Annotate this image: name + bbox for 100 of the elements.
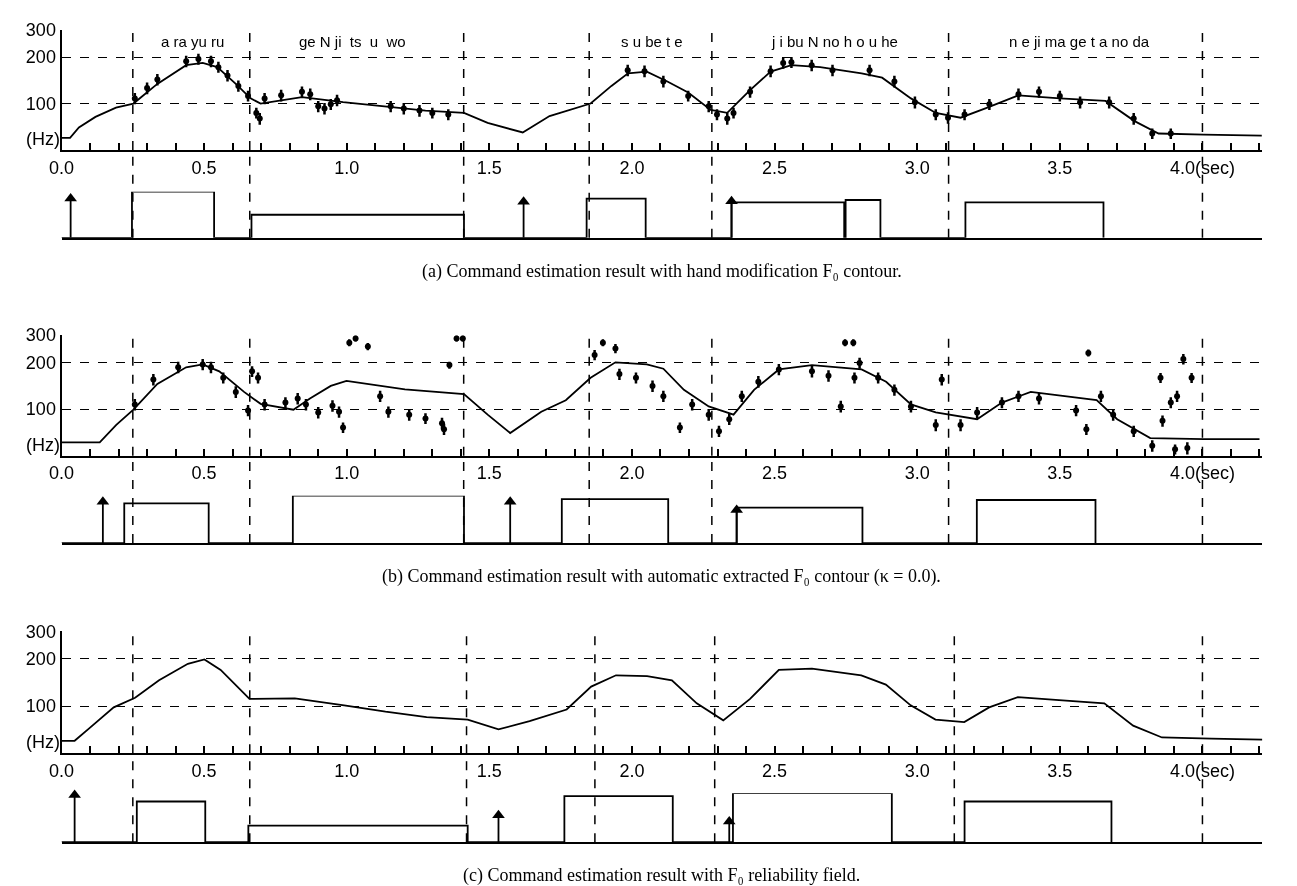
annotation: n e ji ma ge t a no da xyxy=(1009,33,1150,50)
point xyxy=(307,91,314,98)
point xyxy=(1056,92,1063,99)
y-axis-title: (Hz) xyxy=(26,732,60,752)
x-tick-label: 1.5 xyxy=(476,463,502,484)
point xyxy=(445,111,452,118)
x-tick-label: 0.5 xyxy=(191,463,217,484)
y-tick-label: 300 xyxy=(25,325,56,346)
point xyxy=(961,111,968,118)
point xyxy=(315,103,322,110)
point xyxy=(245,92,252,99)
x-tick-label: 4.0(sec) xyxy=(1169,157,1235,178)
x-tick-label: 3.0 xyxy=(904,760,930,781)
point xyxy=(261,95,268,102)
point xyxy=(131,95,138,102)
point xyxy=(278,92,285,99)
point xyxy=(1149,130,1156,137)
point xyxy=(235,82,242,89)
x-tick-label: 0.0 xyxy=(48,157,75,178)
point xyxy=(183,58,190,65)
point xyxy=(1036,88,1043,95)
x-tick-label: 3.5 xyxy=(1047,760,1073,781)
point xyxy=(144,85,151,92)
x-tick-label: 4.0(sec) xyxy=(1169,463,1235,484)
text: (c) Command estimation result with F₀ reliability field. xyxy=(463,865,861,886)
point xyxy=(1077,99,1084,106)
x-tick-label: 0.5 xyxy=(191,760,217,781)
point xyxy=(660,78,667,85)
point xyxy=(808,62,815,69)
point xyxy=(334,97,341,104)
x-tick-label: 1.5 xyxy=(476,157,502,178)
annotation: a ra yu ru xyxy=(161,33,225,50)
point xyxy=(932,111,939,118)
y-tick-label: 100 xyxy=(25,696,56,717)
point xyxy=(747,88,754,95)
point xyxy=(1130,115,1137,122)
y-tick-label: 200 xyxy=(25,649,56,670)
annotation: ge N ji ts u wo xyxy=(299,33,406,50)
point xyxy=(986,101,993,108)
y-tick-label: 300 xyxy=(25,621,56,642)
point xyxy=(253,109,260,116)
point xyxy=(788,59,795,66)
x-tick-label: 3.5 xyxy=(1047,157,1073,178)
x-tick-label: 0.0 xyxy=(48,463,75,484)
annotation: j i bu N no h o u he xyxy=(771,33,898,50)
point xyxy=(224,72,231,79)
x-tick-label: 3.0 xyxy=(904,157,930,178)
text: (a) Command estimation result with hand modification F₀ contour. xyxy=(422,261,902,282)
point xyxy=(829,67,836,74)
point xyxy=(429,109,436,116)
x-tick-label: 0.5 xyxy=(191,157,217,178)
point xyxy=(780,59,787,66)
y-tick-label: 100 xyxy=(25,399,56,420)
point xyxy=(624,67,631,74)
point xyxy=(154,76,161,83)
point xyxy=(866,67,873,74)
text: (b) Command estimation result with automatic extracted F₀ contour (κ = 0.0). xyxy=(382,566,941,587)
point xyxy=(767,68,774,75)
x-tick-label: 2.5 xyxy=(762,760,788,781)
x-tick-label: 1.0 xyxy=(334,157,360,178)
point xyxy=(387,103,394,110)
point xyxy=(891,78,898,85)
point xyxy=(327,101,334,108)
point xyxy=(207,58,214,65)
x-tick-label: 4.0(sec) xyxy=(1169,760,1235,781)
y-axis-title: (Hz) xyxy=(26,129,60,149)
y-tick-label: 100 xyxy=(25,93,56,114)
x-tick-label: 3.0 xyxy=(904,463,930,484)
x-tick-label: 1.0 xyxy=(334,760,360,781)
x-tick-label: 1.0 xyxy=(334,463,360,484)
y-tick-label: 300 xyxy=(25,20,56,41)
x-tick-label: 2.5 xyxy=(762,157,788,178)
point xyxy=(1015,91,1022,98)
point xyxy=(215,64,222,71)
point xyxy=(298,88,305,95)
point xyxy=(724,115,731,122)
x-tick-label: 2.0 xyxy=(619,157,645,178)
y-axis-title: (Hz) xyxy=(26,435,60,455)
x-tick-label: 1.5 xyxy=(476,760,502,781)
point xyxy=(730,109,737,116)
point xyxy=(1167,130,1174,137)
x-tick-label: 2.0 xyxy=(619,463,645,484)
x-tick-label: 3.5 xyxy=(1047,463,1073,484)
point xyxy=(321,105,328,112)
point xyxy=(256,115,263,122)
point xyxy=(416,107,423,114)
x-tick-label: 2.5 xyxy=(762,463,788,484)
point xyxy=(195,56,202,63)
x-tick-label: 0.0 xyxy=(48,760,75,781)
point xyxy=(1106,99,1113,106)
point xyxy=(400,105,407,112)
point xyxy=(911,99,918,106)
x-tick-label: 2.0 xyxy=(619,760,645,781)
annotation: s u be t e xyxy=(621,33,683,50)
point xyxy=(685,92,692,99)
point xyxy=(713,111,720,118)
y-tick-label: 200 xyxy=(25,352,56,373)
point xyxy=(705,103,712,110)
point xyxy=(945,114,952,121)
y-tick-label: 200 xyxy=(25,47,56,68)
